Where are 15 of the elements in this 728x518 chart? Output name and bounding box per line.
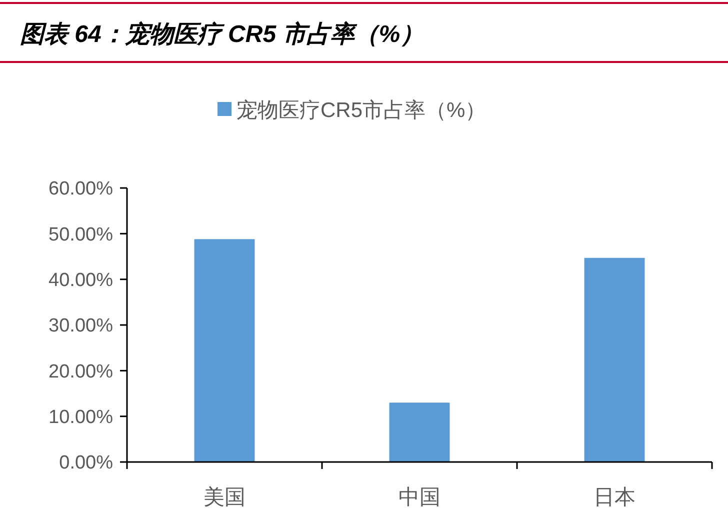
y-tick-label: 30.00%	[48, 316, 114, 337]
y-tick-label: 20.00%	[48, 361, 114, 382]
x-tick-label: 中国	[398, 486, 440, 509]
y-tick-label: 40.00%	[48, 270, 114, 291]
bar	[194, 239, 255, 462]
y-tick-label: 10.00%	[48, 406, 114, 428]
y-tick-label: 60.00%	[48, 178, 114, 200]
bar	[389, 402, 450, 462]
x-tick-label: 日本	[594, 486, 636, 509]
y-tick-label: 50.00%	[48, 224, 114, 246]
x-tick-label: 美国	[204, 486, 246, 509]
chart-title: 图表 64：宠物医疗 CR5 市占率（%）	[20, 21, 424, 48]
bar	[584, 258, 645, 462]
y-tick-label: 0.00%	[59, 452, 114, 474]
legend-label: 宠物医疗CR5市占率（%）	[236, 99, 486, 122]
